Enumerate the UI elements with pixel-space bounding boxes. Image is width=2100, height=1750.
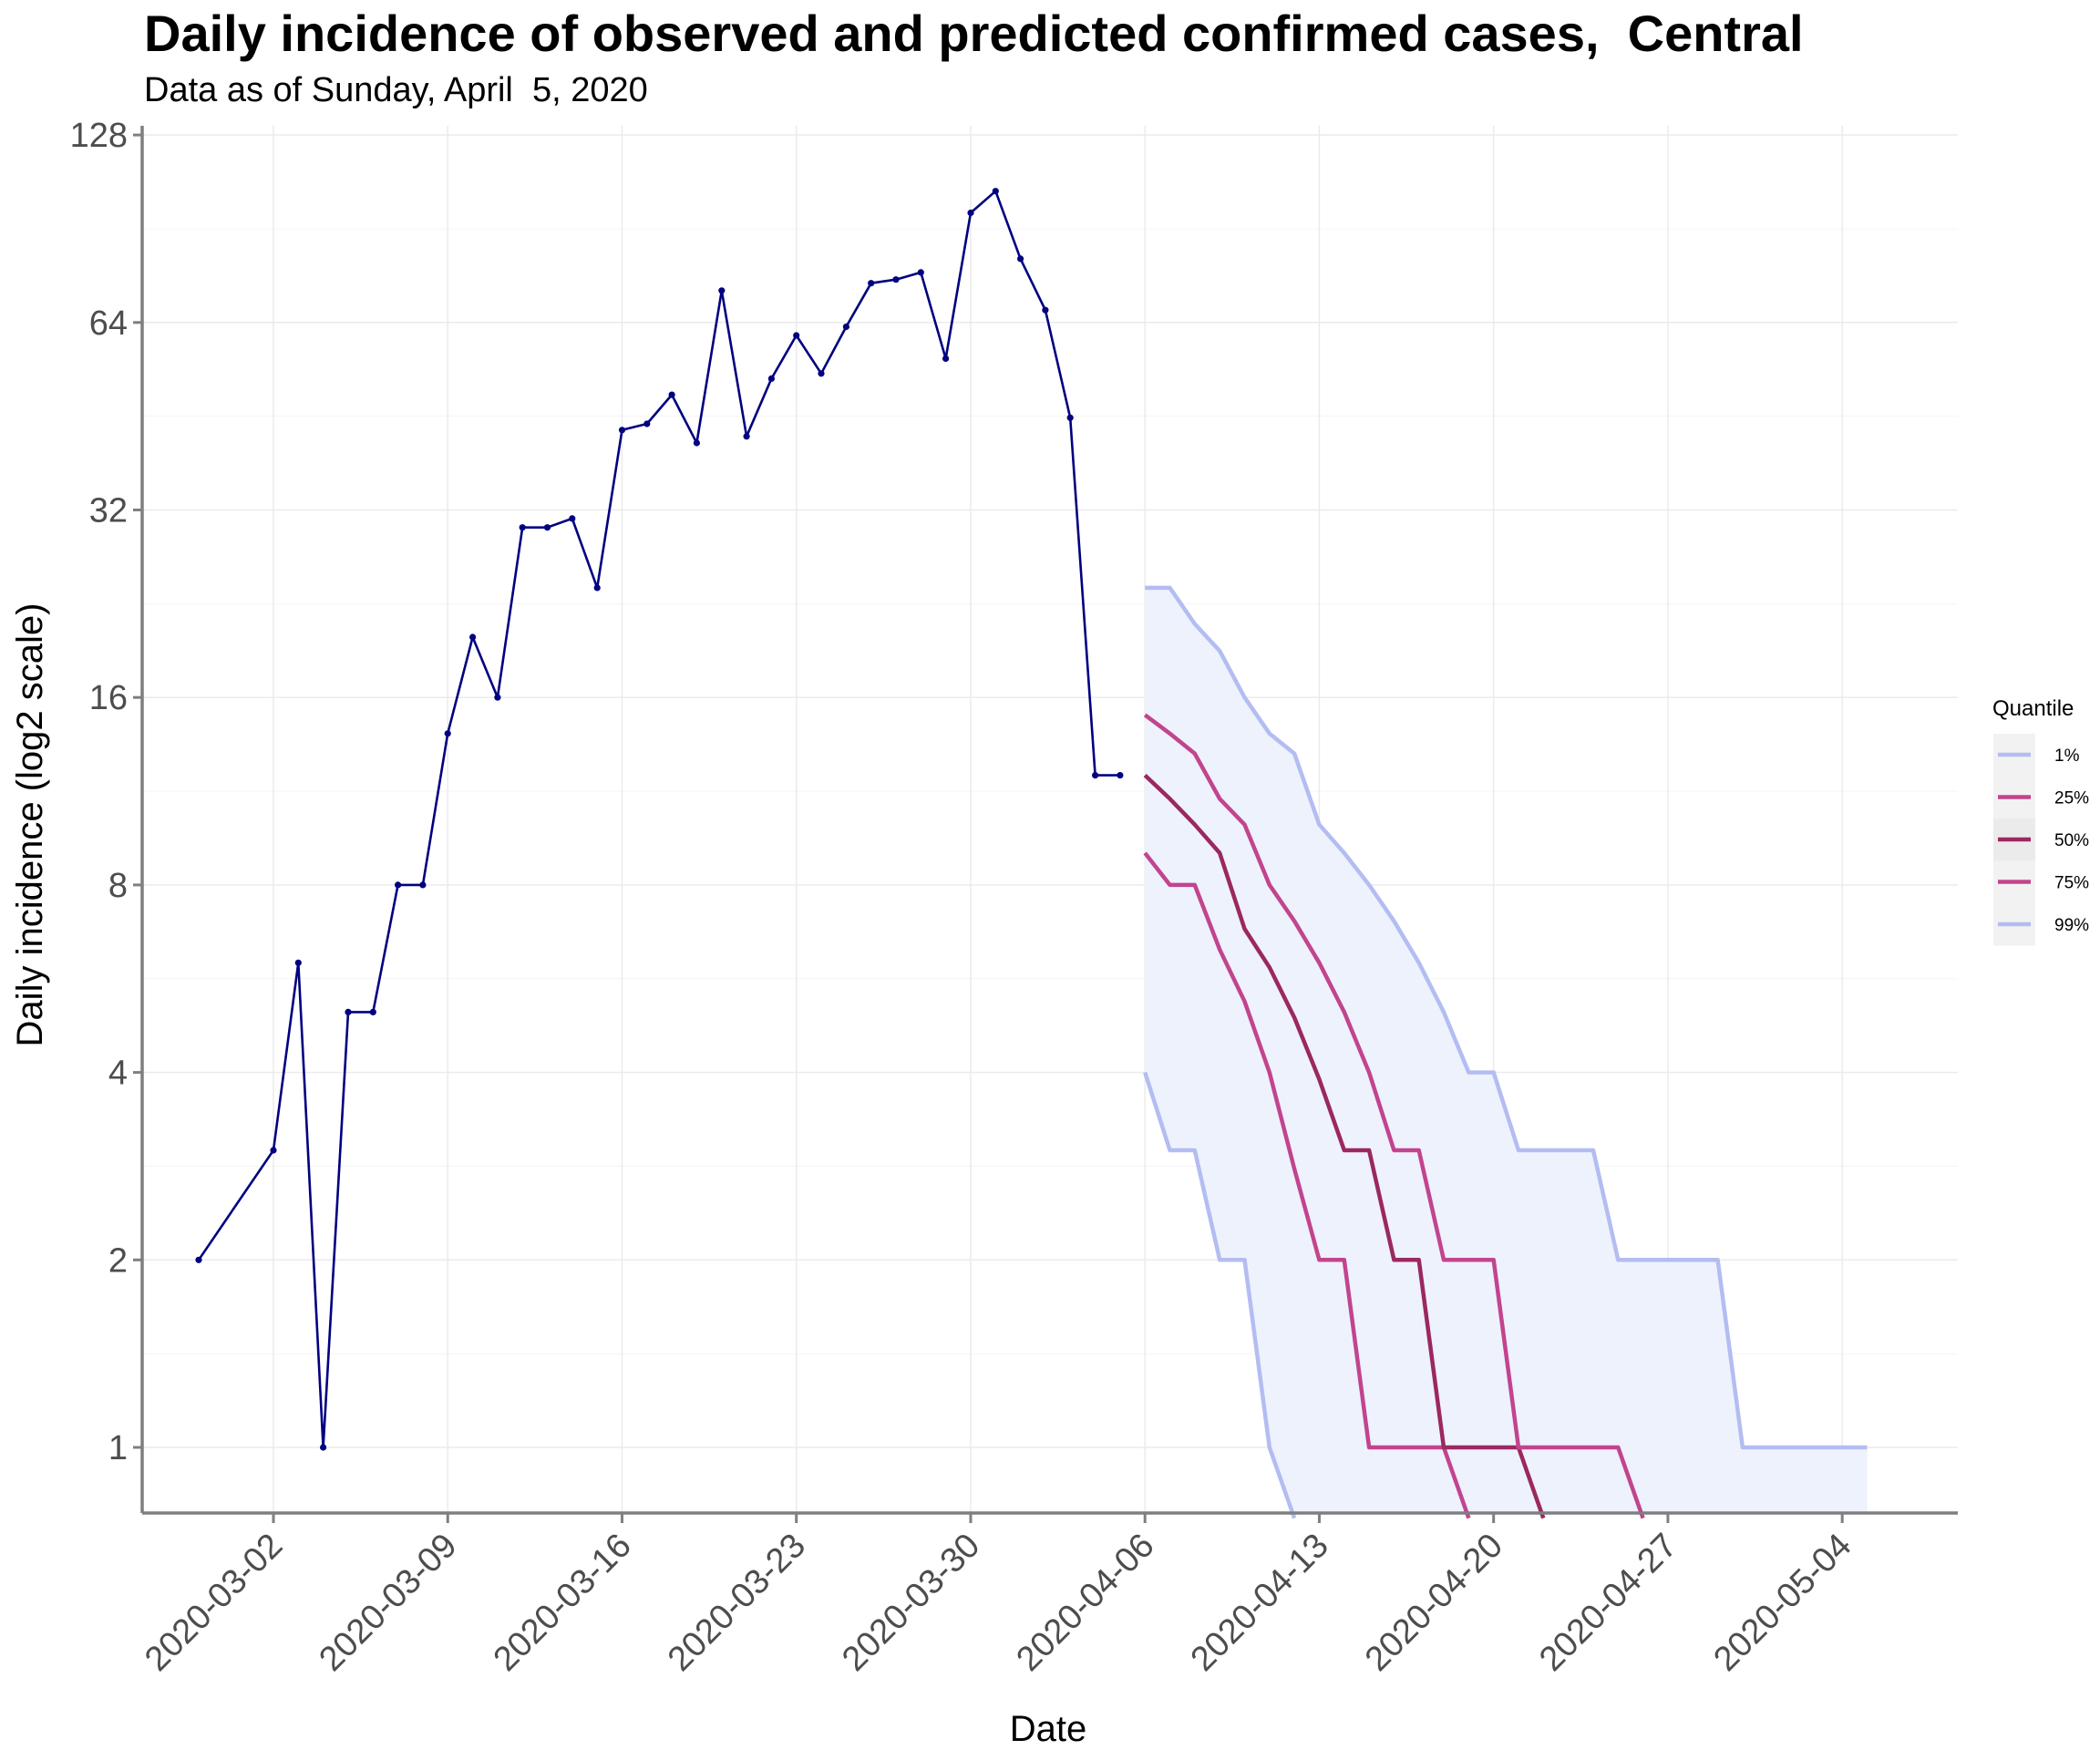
legend-item: 75%	[1993, 860, 2089, 903]
observed-point	[618, 427, 626, 434]
observed-point	[419, 881, 427, 889]
observed-point	[892, 276, 900, 283]
x-tick-label: 2020-03-30	[835, 1527, 987, 1679]
observed-point	[369, 1008, 376, 1015]
y-tick-label: 8	[108, 867, 128, 905]
quantile-75-line	[1143, 713, 1645, 1519]
quantile-1-line	[1143, 1071, 1297, 1519]
observed-line	[197, 190, 1120, 1449]
chart-subtitle: Data as of Sunday, April 5, 2020	[144, 71, 648, 109]
observed-point	[942, 355, 950, 362]
chart-title: Daily incidence of observed and predicte…	[144, 5, 1804, 62]
observed-point	[1092, 772, 1099, 779]
legend-label: 1%	[2054, 746, 2080, 766]
quantile-lines	[1143, 585, 1868, 1519]
grid-lines	[142, 126, 1958, 1513]
observed-point	[345, 1008, 352, 1015]
forecast-band	[1145, 587, 1868, 1518]
observed-point	[195, 1256, 202, 1263]
x-tick-label: 2020-05-04	[1706, 1527, 1858, 1679]
observed-point	[1017, 255, 1024, 262]
observed-point	[444, 730, 451, 737]
quantile-99-line	[1145, 585, 1868, 1450]
y-tick-label: 32	[89, 492, 128, 530]
observed-point	[494, 694, 501, 701]
x-tick-label: 2020-04-13	[1184, 1527, 1336, 1679]
legend-label: 75%	[2054, 874, 2089, 893]
x-tick-labels: 2020-03-02 2020-03-09 2020-03-16 2020-03-23…	[138, 1513, 1859, 1679]
quantile-50-line	[1143, 773, 1546, 1519]
x-tick-label: 2020-03-16	[487, 1527, 639, 1679]
y-tick-label: 1	[108, 1429, 128, 1467]
observed-point	[593, 584, 601, 592]
legend: Quantile 1% 25% 50% 75% 99%	[1992, 696, 2089, 946]
legend-item: 1%	[1993, 734, 2080, 777]
observed-point	[992, 188, 999, 195]
y-tick-label: 128	[70, 117, 128, 155]
observed-point	[718, 287, 726, 294]
observed-point	[917, 269, 924, 276]
observed-point	[743, 433, 750, 440]
y-tick-label: 2	[108, 1241, 128, 1280]
y-tick-label: 16	[89, 679, 128, 717]
observed-series	[195, 188, 1124, 1451]
legend-label: 50%	[2054, 831, 2089, 850]
observed-point	[668, 391, 675, 398]
band-1-99-fill	[1145, 587, 1868, 1518]
observed-point	[469, 633, 477, 641]
x-tick-label: 2020-03-09	[312, 1527, 464, 1679]
observed-point	[395, 881, 402, 889]
legend-item: 50%	[1993, 818, 2089, 861]
observed-point	[868, 280, 875, 287]
legend-label: 25%	[2054, 789, 2089, 808]
observed-point	[643, 420, 651, 427]
y-tick-labels: 1 2 4 8 16 32 64 128	[70, 117, 142, 1467]
y-axis-title: Daily incidence (log2 scale)	[10, 603, 50, 1047]
observed-point	[569, 515, 576, 522]
observed-point	[842, 323, 850, 331]
x-tick-label: 2020-04-06	[1009, 1527, 1161, 1679]
legend-label: 99%	[2054, 916, 2089, 935]
x-tick-label: 2020-04-27	[1532, 1527, 1684, 1679]
x-tick-label: 2020-03-23	[661, 1527, 813, 1679]
observed-point	[1066, 414, 1074, 421]
observed-point	[767, 375, 776, 382]
x-tick-label: 2020-03-02	[138, 1527, 290, 1679]
observed-point	[818, 370, 825, 377]
observed-point	[519, 524, 526, 531]
observed-point	[543, 524, 551, 531]
x-axis-title: Date	[1010, 1709, 1087, 1749]
y-tick-label: 64	[89, 304, 128, 343]
legend-item: 99%	[1993, 903, 2089, 946]
observed-point	[270, 1147, 277, 1154]
observed-point	[320, 1444, 327, 1451]
y-tick-label: 4	[108, 1055, 128, 1093]
legend-title: Quantile	[1992, 696, 2074, 721]
observed-point	[294, 959, 302, 966]
observed-point	[693, 439, 701, 447]
x-tick-label: 2020-04-20	[1358, 1527, 1510, 1679]
axes	[140, 126, 1958, 1515]
legend-item: 25%	[1993, 776, 2089, 818]
quantile-25-line	[1143, 851, 1471, 1519]
observed-point	[793, 332, 800, 339]
observed-point	[967, 209, 974, 217]
observed-point	[1117, 772, 1124, 779]
observed-point	[1042, 306, 1049, 314]
